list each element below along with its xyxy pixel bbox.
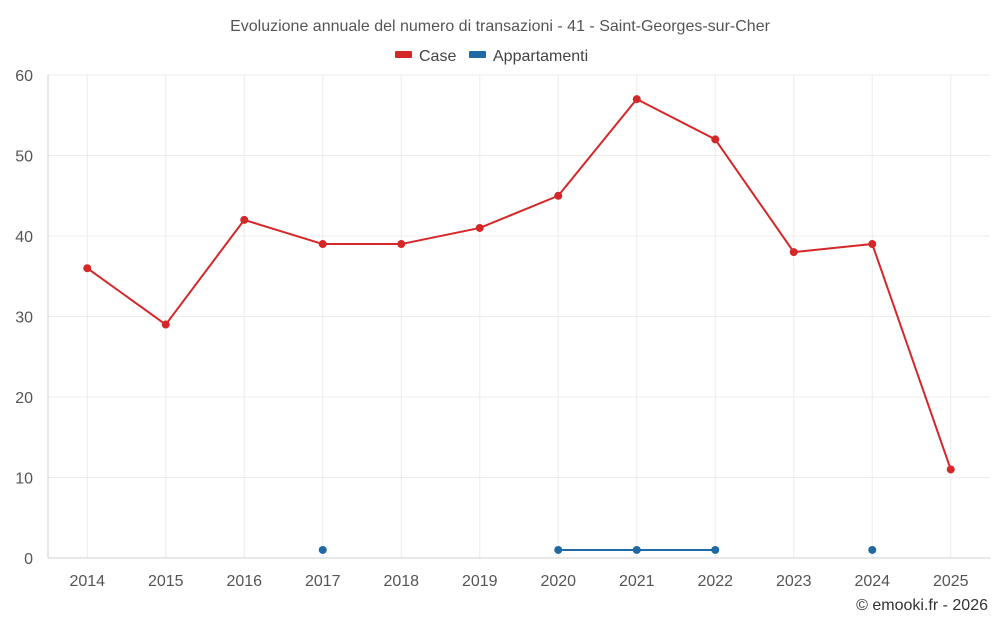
x-tick-label: 2019 (462, 573, 498, 590)
x-tick-label: 2018 (383, 573, 419, 590)
series (83, 95, 955, 554)
y-tick-label: 20 (15, 390, 33, 407)
x-tick-label: 2024 (854, 573, 890, 590)
x-tick-label: 2017 (305, 573, 341, 590)
data-point-case[interactable] (946, 465, 955, 474)
data-point-case[interactable] (83, 264, 92, 273)
x-tick-label: 2025 (933, 573, 969, 590)
legend-swatch-case (395, 51, 412, 58)
legend-swatch-appartamenti (469, 51, 486, 58)
data-point-case[interactable] (789, 248, 798, 257)
x-tick-label: 2016 (226, 573, 262, 590)
data-point-appartamenti[interactable] (868, 545, 877, 554)
data-point-case[interactable] (868, 240, 877, 249)
x-tick-label: 2020 (540, 573, 576, 590)
y-tick-label: 40 (15, 229, 33, 246)
data-point-appartamenti[interactable] (632, 545, 641, 554)
legend-item-appartamenti[interactable]: Appartamenti (469, 48, 588, 65)
y-tick-label: 50 (15, 149, 33, 166)
x-tick-label: 2023 (776, 573, 812, 590)
data-point-case[interactable] (711, 135, 720, 144)
y-axis-ticks: 0 10 20 30 40 50 60 (15, 68, 33, 568)
data-point-case[interactable] (161, 320, 170, 329)
data-point-case[interactable] (632, 95, 641, 104)
x-tick-label: 2021 (619, 573, 655, 590)
legend-label-appartamenti: Appartamenti (493, 48, 588, 65)
x-axis-ticks: 2014 2015 2016 2017 2018 2019 2020 2021 2022 2023… (69, 573, 968, 590)
data-point-case[interactable] (397, 240, 406, 249)
legend: Case Appartamenti (395, 48, 588, 65)
data-point-case[interactable] (318, 240, 327, 249)
y-tick-label: 0 (24, 551, 33, 568)
legend-item-case[interactable]: Case (395, 48, 456, 65)
data-point-appartamenti[interactable] (711, 545, 720, 554)
grid (48, 74, 990, 558)
data-point-case[interactable] (475, 223, 484, 232)
y-tick-label: 10 (15, 471, 33, 488)
data-point-appartamenti[interactable] (554, 545, 563, 554)
x-tick-label: 2014 (69, 573, 105, 590)
axes (47, 75, 990, 559)
legend-label-case: Case (419, 48, 456, 65)
chart-title: Evoluzione annuale del numero di transaz… (230, 18, 771, 35)
x-tick-label: 2022 (697, 573, 733, 590)
series-line-case (86, 98, 952, 470)
y-tick-label: 60 (15, 68, 33, 85)
data-point-case[interactable] (240, 215, 249, 224)
data-point-appartamenti[interactable] (318, 545, 327, 554)
y-tick-label: 30 (15, 310, 33, 327)
credit-text: © emooki.fr - 2026 (856, 597, 988, 614)
data-point-case[interactable] (554, 191, 563, 200)
x-tick-label: 2015 (148, 573, 184, 590)
